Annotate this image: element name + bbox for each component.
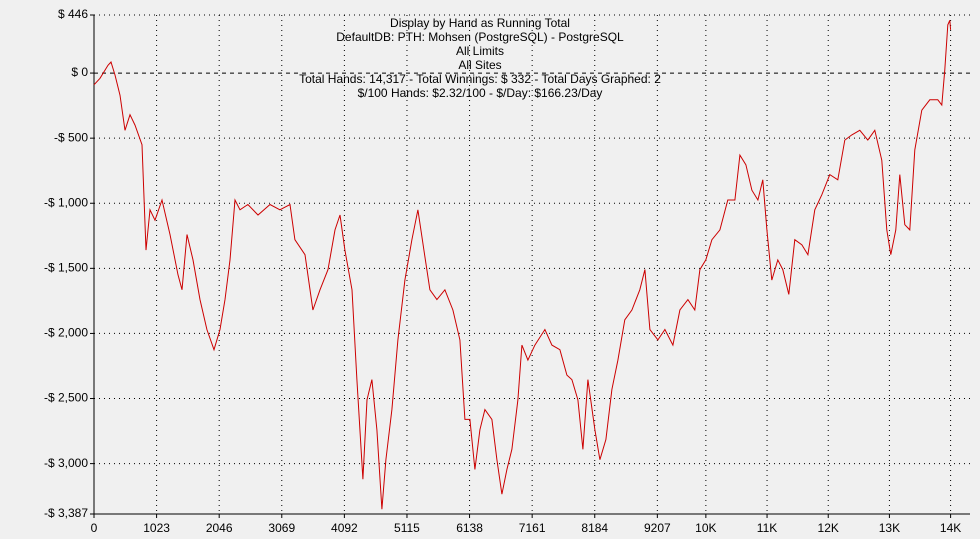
x-tick-label: 0 (91, 521, 98, 535)
x-tick-label: 5115 (394, 521, 420, 535)
line-series (93, 20, 952, 510)
x-tick-label: 4092 (331, 521, 358, 535)
x-tick-label: 14K (940, 521, 961, 535)
chart-title: All Limits (456, 44, 504, 58)
y-tick-label: -$ 500 (54, 130, 88, 144)
chart-title: Total Hands: 14,317 - Total Winnings: $ … (299, 72, 661, 86)
x-tick-label: 1023 (143, 521, 170, 535)
y-tick-label: -$ 3,000 (44, 456, 88, 470)
x-tick-label: 9207 (644, 521, 671, 535)
x-tick-label: 11K (757, 521, 777, 535)
x-tick-label: 12K (818, 521, 839, 535)
y-tick-label: -$ 1,000 (44, 195, 88, 209)
x-tick-label: 7161 (519, 521, 546, 535)
y-tick-label: $ 0 (71, 65, 88, 79)
x-tick-label: 3069 (268, 521, 295, 535)
x-tick-label: 6138 (456, 521, 483, 535)
y-tick-label: -$ 2,500 (44, 391, 88, 405)
x-tick-label: 2046 (206, 521, 233, 535)
x-tick-label: 10K (695, 521, 716, 535)
y-tick-label: $ 446 (58, 7, 88, 21)
y-tick-label: -$ 1,500 (44, 261, 88, 275)
chart-title: DefaultDB: PTH: Mohsen (PostgreSQL) - Po… (336, 30, 624, 44)
y-tick-label: -$ 2,000 (44, 326, 88, 340)
chart-title: All Sites (458, 58, 501, 72)
chart-title: Display by Hand as Running Total (390, 16, 570, 30)
y-tick-label: -$ 3,387 (44, 506, 88, 520)
chart-title: $/100 Hands: $2.32/100 - $/Day: $166.23/… (358, 86, 603, 100)
x-tick-label: 13K (879, 521, 900, 535)
x-tick-label: 8184 (581, 521, 608, 535)
